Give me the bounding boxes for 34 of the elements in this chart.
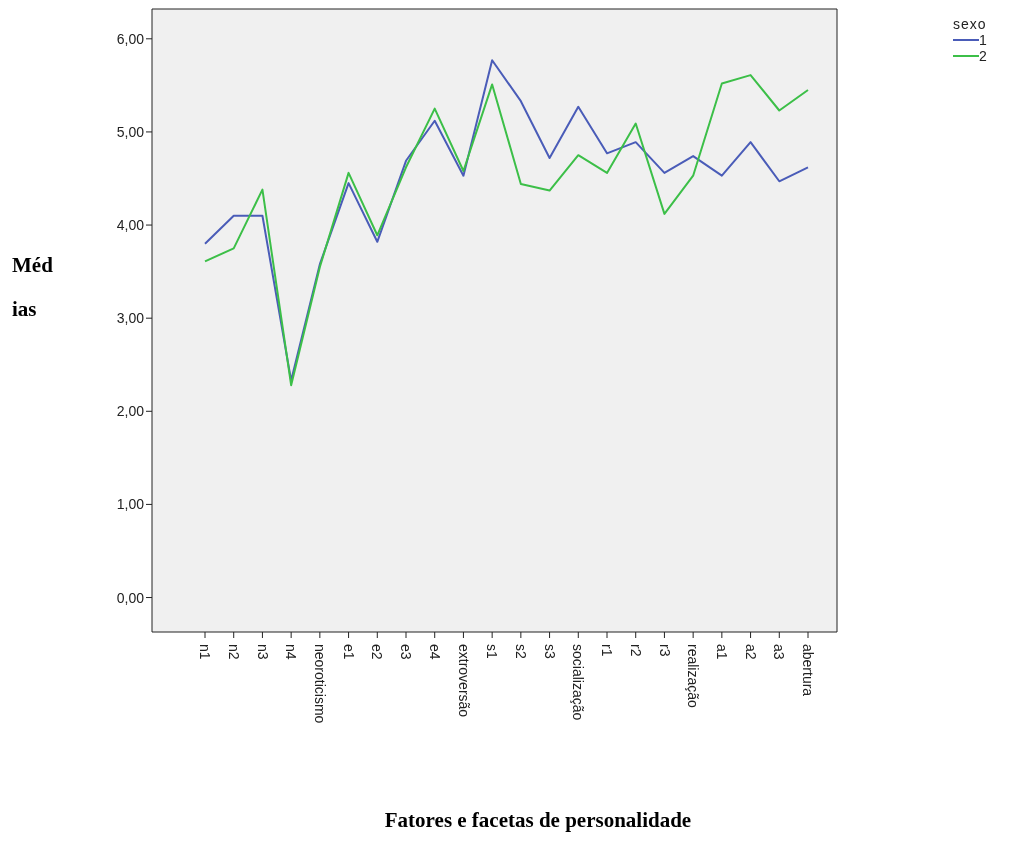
x-tick-label: a1 [713, 644, 730, 660]
y-tick-label: 6,00 [116, 30, 145, 47]
x-axis-title: Fatores e facetas de personalidade [383, 808, 693, 833]
x-tick-label: e3 [398, 644, 415, 660]
x-tick-label: r2 [627, 644, 644, 657]
x-tick-label: n3 [254, 644, 271, 660]
legend-label: 1 [979, 32, 987, 48]
x-tick-label: n4 [283, 644, 300, 660]
x-tick-label: s3 [541, 644, 558, 659]
y-tick-label: 0,00 [116, 589, 145, 606]
x-tick-label: e4 [426, 644, 443, 660]
legend-title: sexo [953, 16, 988, 32]
y-tick-label: 3,00 [116, 310, 145, 327]
y-axis-title: Médias [12, 252, 54, 323]
y-tick-label: 2,00 [116, 403, 145, 420]
x-tick-label: s2 [512, 644, 529, 659]
x-tick-label: a2 [742, 644, 759, 660]
x-tick-label: n1 [197, 644, 214, 660]
x-tick-label: n2 [225, 644, 242, 660]
y-tick-label: 4,00 [116, 217, 145, 234]
x-tick-label: realização [685, 644, 702, 709]
x-tick-label: s1 [484, 644, 501, 659]
x-tick-label: r1 [599, 644, 616, 657]
x-tick-label: neoroticismo [311, 644, 328, 724]
x-tick-label: a3 [771, 644, 788, 660]
x-tick-label: socialização [570, 644, 587, 721]
x-tick-label: e1 [340, 644, 357, 660]
x-tick-label: e2 [369, 644, 386, 660]
x-tick-label: extroversão [455, 644, 472, 718]
y-tick-label: 1,00 [116, 496, 145, 513]
x-tick-label: abertura [800, 644, 817, 697]
legend-label: 2 [979, 48, 987, 64]
y-tick-label: 5,00 [116, 123, 145, 140]
x-tick-label: r3 [656, 644, 673, 657]
